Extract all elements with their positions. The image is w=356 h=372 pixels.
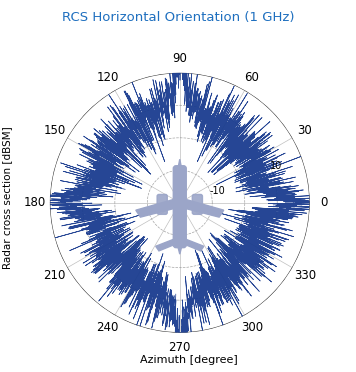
Text: 300: 300 (241, 321, 263, 334)
Text: Azimuth [degree]: Azimuth [degree] (140, 355, 237, 365)
FancyBboxPatch shape (192, 195, 203, 214)
Text: 330: 330 (294, 269, 316, 282)
Text: Radar cross section [dBSM]: Radar cross section [dBSM] (2, 126, 12, 269)
FancyBboxPatch shape (173, 166, 186, 248)
Text: 0: 0 (321, 196, 328, 209)
Text: 210: 210 (43, 269, 66, 282)
Text: 270: 270 (169, 341, 191, 354)
Text: 240: 240 (96, 321, 119, 334)
Text: -10: -10 (210, 186, 226, 196)
Polygon shape (136, 199, 224, 217)
Text: RCS Horizontal Orientation (1 GHz): RCS Horizontal Orientation (1 GHz) (62, 11, 294, 24)
Text: 180: 180 (24, 196, 46, 209)
Polygon shape (177, 245, 182, 254)
Text: 10: 10 (270, 161, 282, 171)
FancyBboxPatch shape (157, 195, 167, 214)
Text: 90: 90 (172, 52, 187, 65)
Polygon shape (177, 159, 183, 176)
Text: 150: 150 (43, 124, 66, 137)
Text: 120: 120 (96, 71, 119, 84)
Text: 30: 30 (298, 124, 312, 137)
Polygon shape (156, 238, 204, 251)
Text: 60: 60 (245, 71, 260, 84)
